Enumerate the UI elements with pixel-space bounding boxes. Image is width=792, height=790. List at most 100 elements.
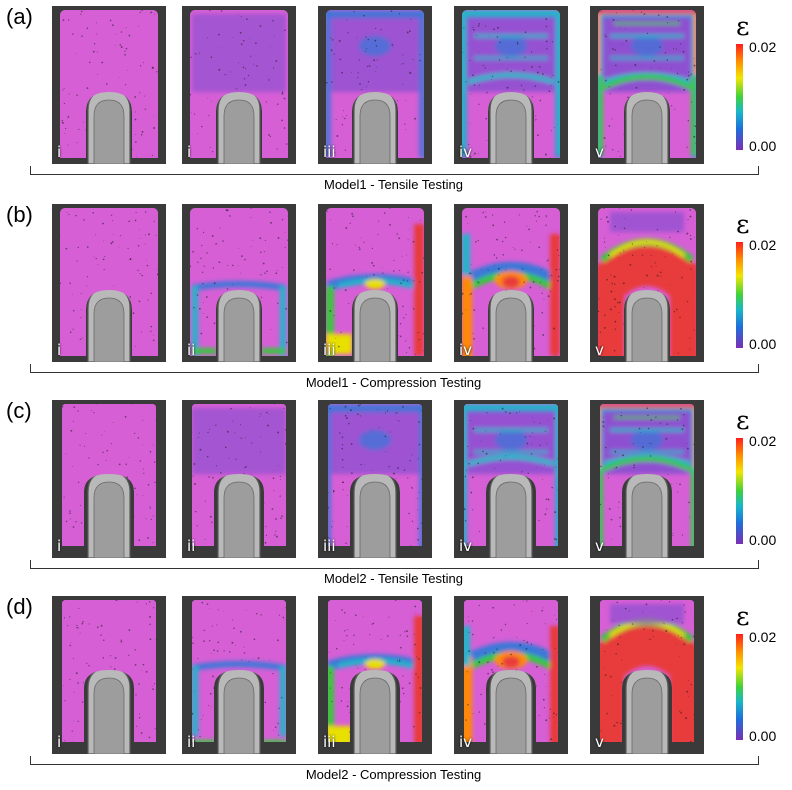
fixture-dome (625, 667, 669, 754)
panel-stage-label: v (595, 733, 604, 751)
strain-map-panel: iii (318, 204, 432, 362)
strain-map-image (52, 400, 166, 558)
row-label: (b) (6, 202, 33, 227)
row-caption: Model2 - Compression Testing (305, 767, 482, 782)
strain-map-image (182, 596, 296, 754)
row-bracket (30, 166, 759, 175)
strain-map-image (590, 204, 704, 362)
row-bracket (30, 364, 759, 373)
colorbar-max-label: 0.02 (749, 433, 777, 449)
colorbar-title: ε (736, 406, 750, 436)
strain-colorbar (736, 242, 743, 348)
panel-stage-label: v (595, 537, 604, 555)
strain-map-image (454, 596, 568, 754)
figure-row-c: (c) i ii iii iv v ε 0.02 0.00 Model2 - Tensile Te… (0, 400, 792, 590)
strain-map-image (318, 400, 432, 558)
strain-map-panel: iv (454, 204, 568, 362)
fixture-dome (353, 287, 397, 362)
strain-map-panel: iv (454, 596, 568, 754)
panel-stage-label: iii (323, 537, 336, 555)
panel-stage-label: ii (187, 537, 196, 555)
strain-map-image (318, 596, 432, 754)
strain-map-panel: iv (454, 6, 568, 164)
panel-stage-label: i (57, 341, 62, 359)
strain-map-panel: iii (318, 400, 432, 558)
fixture-dome (353, 471, 397, 558)
colorbar-max-label: 0.02 (749, 39, 777, 55)
strain-map-image (318, 6, 432, 164)
strain-map-panel: i (52, 6, 166, 164)
colorbar-max-label: 0.02 (749, 629, 777, 645)
row-label: (a) (6, 4, 33, 29)
panel-stage-label: ii (187, 733, 196, 751)
row-label: (d) (6, 594, 33, 619)
row-caption: Model1 - Compression Testing (305, 375, 482, 390)
colorbar-title: ε (736, 210, 750, 240)
row-caption: Model2 - Tensile Testing (324, 571, 463, 586)
fixture-dome (489, 287, 533, 362)
strain-map-panel: i (52, 400, 166, 558)
strain-map-panel: ii (182, 596, 296, 754)
strain-field (598, 10, 696, 158)
strain-map-panel: ii (182, 400, 296, 558)
figure-row-d: (d) i ii iii iv v ε 0.02 0.00 Model2 - Compressio… (0, 596, 792, 786)
colorbar-min-label: 0.00 (749, 532, 777, 548)
colorbar-min-label: 0.00 (749, 138, 777, 154)
strain-map-image (182, 400, 296, 558)
row-bracket (30, 756, 759, 765)
fixture-dome (625, 471, 669, 558)
strain-map-image (52, 204, 166, 362)
strain-map-panel: v (590, 204, 704, 362)
figure-row-a: (a) i i iii iv v ε 0.02 0.00 Model1 - Tensile Tes… (0, 6, 792, 196)
fixture-dome (353, 667, 397, 754)
fixture-dome (217, 667, 261, 754)
panel-stage-label: v (595, 143, 604, 161)
strain-map-image (52, 6, 166, 164)
panel-stage-label: iv (459, 143, 473, 161)
strain-field (190, 10, 288, 158)
fixture-dome (489, 89, 533, 164)
fixture-dome (353, 89, 397, 164)
panel-stage-label: i (187, 143, 192, 161)
row-caption: Model1 - Tensile Testing (324, 177, 463, 192)
panel-stage-label: iii (323, 143, 336, 161)
figure-row-b: (b) i ii iii iv v ε 0.02 0.00 Model1 - Compressio… (0, 204, 792, 394)
speckle-pattern (192, 404, 286, 545)
row-bracket (30, 560, 759, 569)
strain-map-image (454, 400, 568, 558)
strain-map-panel: v (590, 400, 704, 558)
panel-stage-label: i (57, 733, 62, 751)
strain-map-image (52, 596, 166, 754)
panel-stage-label: iv (459, 341, 473, 359)
strain-map-image (590, 6, 704, 164)
strain-map-panel: iii (318, 596, 432, 754)
fixture-dome (87, 667, 131, 754)
colorbar-title: ε (736, 602, 750, 632)
colorbar-max-label: 0.02 (749, 237, 777, 253)
row-label: (c) (6, 398, 32, 423)
fixture-dome (489, 667, 533, 754)
panel-stage-label: i (57, 143, 62, 161)
strain-map-panel: ii (182, 204, 296, 362)
strain-map-image (182, 204, 296, 362)
colorbar-title: ε (736, 12, 750, 42)
strain-map-panel: iii (318, 6, 432, 164)
panel-stage-label: ii (187, 341, 196, 359)
fixture-dome (87, 287, 131, 362)
strain-map-image (318, 204, 432, 362)
panel-stage-label: iii (323, 341, 336, 359)
strain-field (462, 10, 560, 158)
strain-colorbar (736, 438, 743, 544)
fixture-dome (87, 89, 131, 164)
panel-stage-label: iv (459, 733, 473, 751)
colorbar-min-label: 0.00 (749, 728, 777, 744)
strain-map-panel: i (52, 596, 166, 754)
fixture-dome (625, 89, 669, 164)
fixture-dome (217, 89, 261, 164)
panel-stage-label: iv (459, 537, 473, 555)
fixture-dome (625, 287, 669, 362)
strain-map-panel: i (52, 204, 166, 362)
strain-map-image (454, 6, 568, 164)
strain-colorbar (736, 634, 743, 740)
fixture-dome (217, 287, 261, 362)
